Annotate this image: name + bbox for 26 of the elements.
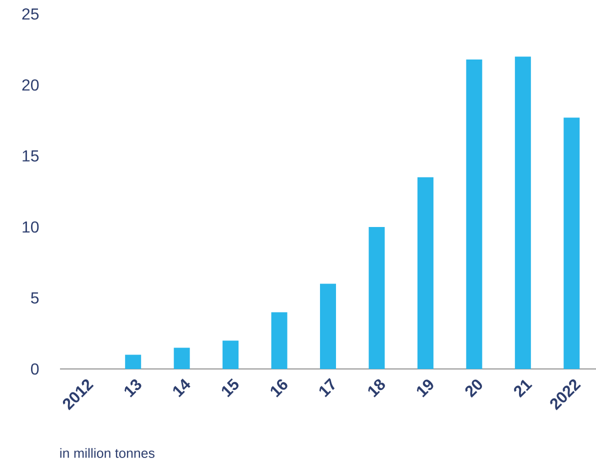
x-tick-label: 17 [319,378,335,398]
bar [466,59,482,369]
y-tick-label: 15 [22,150,39,162]
x-tick-label: 14 [173,378,190,398]
y-tick-label: 0 [31,363,39,375]
x-tick-label: 15 [222,378,239,398]
bar [514,56,531,369]
bar [564,118,580,369]
bar [222,340,239,369]
bar [368,227,385,369]
bar [417,177,434,369]
y-tick-label: 5 [31,292,39,304]
bar [125,354,142,369]
x-tick-label: 19 [416,380,434,398]
x-tick-label: 18 [368,379,385,398]
y-tick-label: 20 [22,79,39,91]
y-tick-label: 10 [22,221,39,233]
bar [271,312,288,369]
x-tick-label: 21 [514,380,532,398]
text: in million tonnes [60,448,154,458]
bar [174,348,190,369]
y-tick-label: 25 [22,8,39,20]
bar [320,284,336,369]
x-tick-label: 20 [465,380,482,398]
x-tick-label: 13 [124,379,142,398]
x-tick-label: 16 [270,379,288,398]
